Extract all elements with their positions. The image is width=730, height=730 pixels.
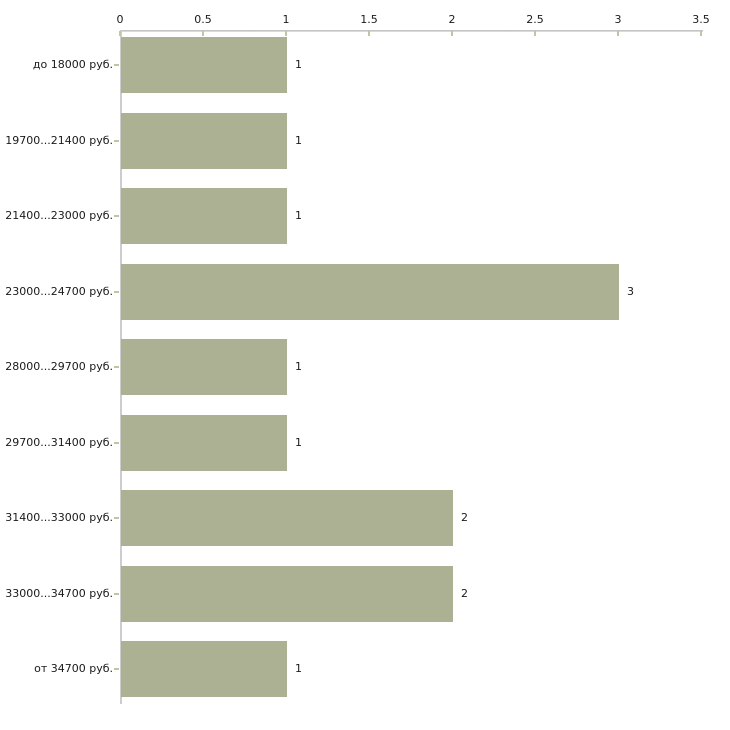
x-tick-mark: [700, 31, 702, 36]
bar-value-label: 1: [295, 360, 302, 373]
bar-value-label: 1: [295, 436, 302, 449]
y-tick-mark: [114, 291, 119, 293]
bar: [121, 641, 287, 697]
bar-value-label: 1: [295, 662, 302, 675]
x-tick-label: 3: [614, 13, 622, 26]
x-tick-label: 2: [448, 13, 456, 26]
x-tick-mark: [368, 31, 370, 36]
bar-value-label: 2: [461, 587, 468, 600]
x-tick-mark: [617, 31, 619, 36]
y-tick-mark: [114, 517, 119, 519]
x-tick-label: 1.5: [360, 13, 378, 26]
bar: [121, 339, 287, 395]
y-tick-mark: [114, 668, 119, 670]
x-tick-mark: [285, 31, 287, 36]
bar: [121, 188, 287, 244]
category-label: 28000...29700 руб.: [5, 360, 113, 373]
x-tick-mark: [119, 31, 121, 36]
x-axis-line: [120, 30, 703, 32]
bar-value-label: 3: [627, 285, 634, 298]
category-label: 31400...33000 руб.: [5, 511, 113, 524]
bar-value-label: 1: [295, 58, 302, 71]
category-label: от 34700 руб.: [34, 662, 113, 675]
x-tick-label: 0: [116, 13, 124, 26]
x-tick-mark: [451, 31, 453, 36]
x-tick-label: 2.5: [526, 13, 544, 26]
category-label: 29700...31400 руб.: [5, 436, 113, 449]
bar-value-label: 1: [295, 209, 302, 222]
bar: [121, 490, 453, 546]
bar: [121, 415, 287, 471]
x-tick-label: 0.5: [194, 13, 212, 26]
y-tick-mark: [114, 366, 119, 368]
y-tick-mark: [114, 442, 119, 444]
bar: [121, 566, 453, 622]
y-tick-mark: [114, 593, 119, 595]
category-label: до 18000 руб.: [32, 58, 113, 71]
y-tick-mark: [114, 64, 119, 66]
y-tick-mark: [114, 140, 119, 142]
bar: [121, 113, 287, 169]
y-tick-mark: [114, 215, 119, 217]
x-tick-label: 3.5: [692, 13, 710, 26]
x-tick-label: 1: [282, 13, 290, 26]
bar-value-label: 1: [295, 134, 302, 147]
category-label: 23000...24700 руб.: [5, 285, 113, 298]
bar: [121, 37, 287, 93]
x-tick-mark: [534, 31, 536, 36]
category-label: 19700...21400 руб.: [5, 134, 113, 147]
category-label: 21400...23000 руб.: [5, 209, 113, 222]
x-tick-mark: [202, 31, 204, 36]
category-label: 33000...34700 руб.: [5, 587, 113, 600]
bar: [121, 264, 619, 320]
bar-value-label: 2: [461, 511, 468, 524]
